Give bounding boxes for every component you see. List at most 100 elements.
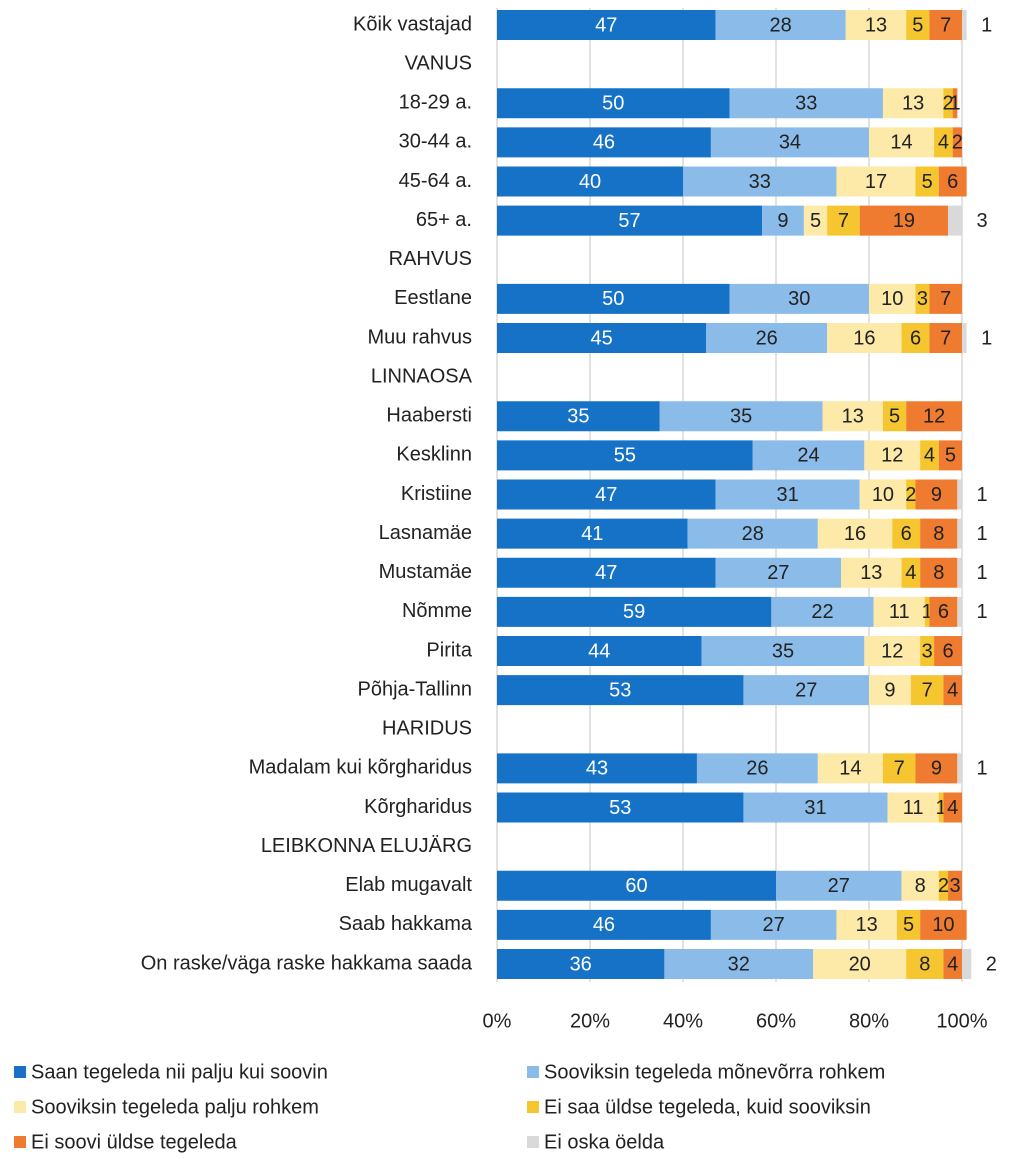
- data-label: 24: [797, 445, 819, 467]
- data-label: 45: [591, 327, 613, 349]
- data-label: 36: [570, 953, 592, 975]
- bar-segment: [827, 323, 902, 353]
- bar-segment: [943, 675, 962, 706]
- legend-swatch: [527, 1066, 539, 1078]
- data-label: 2: [905, 484, 916, 506]
- legend-swatch: [527, 1136, 539, 1148]
- category-label: On raske/väga raske hakkama saada: [141, 952, 473, 974]
- bar-segment: [948, 205, 962, 236]
- x-tick-label: 60%: [756, 1010, 796, 1032]
- bar-segment: [873, 596, 925, 627]
- data-label: 13: [865, 14, 887, 36]
- bar-segment: [715, 479, 860, 510]
- category-label: Kõik vastajad: [353, 13, 472, 35]
- category-label: Muu rahvus: [368, 326, 473, 348]
- data-label: 46: [593, 914, 615, 936]
- category-label: Haabersti: [386, 405, 472, 427]
- bar-segment: [934, 127, 953, 158]
- bar-segment: [497, 205, 763, 236]
- data-label: 7: [940, 288, 951, 310]
- bar-segment: [948, 870, 962, 901]
- bar-segment: [906, 479, 916, 510]
- bar-segment: [497, 909, 711, 940]
- data-label: 5: [912, 14, 923, 36]
- bar-segment: [497, 675, 744, 706]
- data-label: 7: [922, 679, 933, 701]
- data-label: 13: [902, 93, 924, 115]
- category-label: 45-64 a.: [399, 170, 472, 192]
- bar-segment: [743, 792, 888, 823]
- data-label: 47: [595, 14, 617, 36]
- legend-swatch: [14, 1066, 26, 1078]
- bar-segment: [901, 323, 930, 353]
- data-label: 5: [889, 406, 900, 428]
- data-label: 1: [976, 758, 987, 780]
- data-label: 28: [770, 14, 792, 36]
- legend-swatch: [527, 1101, 539, 1113]
- data-label: 6: [901, 523, 912, 545]
- bar-segment: [938, 792, 944, 823]
- data-label: 8: [933, 562, 944, 584]
- data-label: 9: [777, 210, 788, 232]
- data-label: 4: [905, 562, 916, 584]
- bar-segment: [906, 949, 944, 979]
- bar-segment: [822, 401, 883, 432]
- data-label: 26: [756, 327, 778, 349]
- data-label: 5: [945, 445, 956, 467]
- category-label: LEIBKONNA ELUJÄRG: [261, 835, 472, 857]
- data-label: 28: [742, 523, 764, 545]
- category-label: Kõrgharidus: [364, 796, 472, 818]
- bar-segment: [715, 557, 842, 588]
- bar-segment: [845, 10, 907, 40]
- data-label: 32: [728, 953, 750, 975]
- bar-segment: [915, 166, 939, 197]
- bar-segment: [497, 88, 730, 119]
- bar-segment: [762, 205, 804, 236]
- bar-segment: [934, 636, 962, 666]
- data-label: 7: [838, 210, 849, 232]
- data-label: 4: [947, 953, 958, 975]
- bar-segment: [929, 10, 962, 40]
- bar-segment: [906, 401, 962, 432]
- data-label: 13: [860, 562, 882, 584]
- data-label: 31: [777, 484, 799, 506]
- data-label: 1: [922, 601, 933, 623]
- bar-segment: [869, 283, 916, 314]
- bar-segment: [920, 557, 958, 588]
- bar-segment: [882, 401, 907, 432]
- legend-swatch: [14, 1101, 26, 1113]
- data-label: 1: [976, 523, 987, 545]
- bar-segment: [497, 323, 707, 353]
- bar-segment: [929, 283, 962, 314]
- bar-segment: [497, 127, 711, 158]
- bar-segment: [497, 166, 683, 197]
- data-label: 4: [947, 679, 958, 701]
- bar-segment: [920, 636, 935, 666]
- category-label: 65+ a.: [416, 209, 472, 231]
- data-label: 12: [881, 445, 903, 467]
- bar-segment: [752, 440, 865, 471]
- category-label: Madalam kui kõrgharidus: [249, 757, 472, 779]
- data-label: 1: [936, 797, 947, 819]
- bar-segment: [497, 753, 697, 784]
- bar-segment: [696, 753, 818, 784]
- bar-segment: [957, 596, 962, 627]
- bar-segment: [701, 636, 865, 666]
- bar-segment: [497, 870, 776, 901]
- data-label: 59: [623, 601, 645, 623]
- data-label: 12: [881, 640, 903, 662]
- bar-segment: [706, 323, 828, 353]
- legend-label: Saan tegeleda nii palju kui soovin: [31, 1061, 328, 1083]
- category-label: Nõmme: [402, 600, 472, 622]
- category-label: LINNAOSA: [371, 365, 473, 387]
- data-label: 4: [947, 797, 958, 819]
- bar-segment: [859, 479, 907, 510]
- bar-segment: [743, 675, 869, 706]
- data-label: 6: [947, 171, 958, 193]
- bar-segment: [962, 949, 972, 979]
- bar-segment: [497, 518, 688, 549]
- data-label: 4: [924, 445, 935, 467]
- category-label: Pirita: [426, 639, 472, 661]
- data-label: 46: [593, 132, 615, 154]
